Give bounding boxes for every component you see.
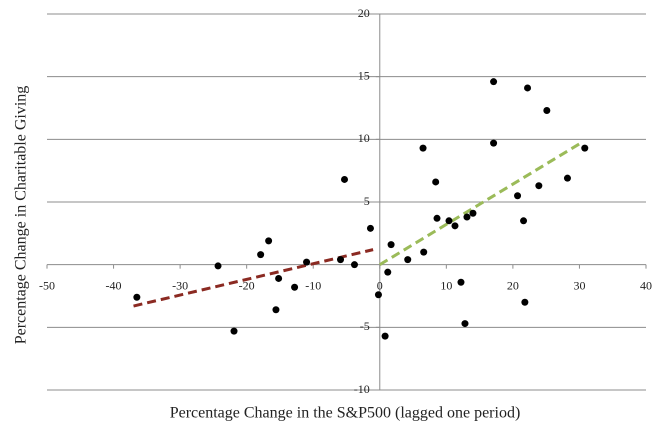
point [581, 144, 589, 152]
point [420, 248, 428, 256]
x-tick-label: 40 [640, 278, 652, 292]
x-tick-label: 20 [507, 278, 519, 292]
x-tick-label: -20 [239, 278, 255, 292]
y-tick-label: -10 [354, 382, 370, 396]
y-tick-label: 10 [358, 131, 370, 145]
point [272, 306, 280, 314]
trendline [379, 140, 584, 266]
y-tick-label: 20 [358, 6, 370, 20]
point [230, 327, 238, 335]
point [133, 293, 141, 301]
y-tick-label: 5 [364, 194, 370, 208]
point [257, 251, 265, 259]
point [387, 241, 395, 249]
point [524, 84, 532, 92]
x-tick-label: -40 [106, 278, 122, 292]
point [543, 107, 551, 115]
point [463, 213, 471, 221]
point [521, 298, 529, 306]
point [265, 237, 273, 245]
point [432, 178, 440, 186]
x-axis-title: Percentage Change in the S&P500 (lagged … [170, 405, 521, 422]
point [350, 261, 358, 269]
x-tick-label: 30 [573, 278, 585, 292]
point [490, 78, 498, 86]
point [419, 144, 427, 152]
point [490, 139, 498, 147]
point [563, 174, 571, 182]
x-tick-label: 0 [377, 278, 383, 292]
y-axis-title: Percentage Change in Charitable Giving [13, 86, 30, 345]
point [337, 256, 345, 264]
y-tick-label: 15 [358, 68, 370, 82]
point [404, 256, 412, 264]
point [275, 274, 283, 282]
x-tick-label: -30 [172, 278, 188, 292]
point [514, 192, 522, 200]
point [433, 214, 441, 222]
point [341, 175, 349, 183]
point [461, 320, 469, 328]
point [445, 217, 453, 225]
point [381, 332, 389, 340]
point [366, 224, 374, 232]
point [457, 278, 465, 286]
point [520, 217, 528, 225]
point [291, 283, 299, 291]
point [214, 262, 222, 270]
point [451, 222, 459, 230]
point [374, 291, 382, 299]
point [303, 258, 311, 266]
y-tick-label: -5 [360, 319, 370, 333]
point [535, 182, 543, 190]
x-tick-label: 10 [440, 278, 452, 292]
point [384, 268, 392, 276]
x-tick-label: -50 [39, 278, 55, 292]
x-tick-label: -10 [305, 278, 321, 292]
point [469, 209, 477, 217]
